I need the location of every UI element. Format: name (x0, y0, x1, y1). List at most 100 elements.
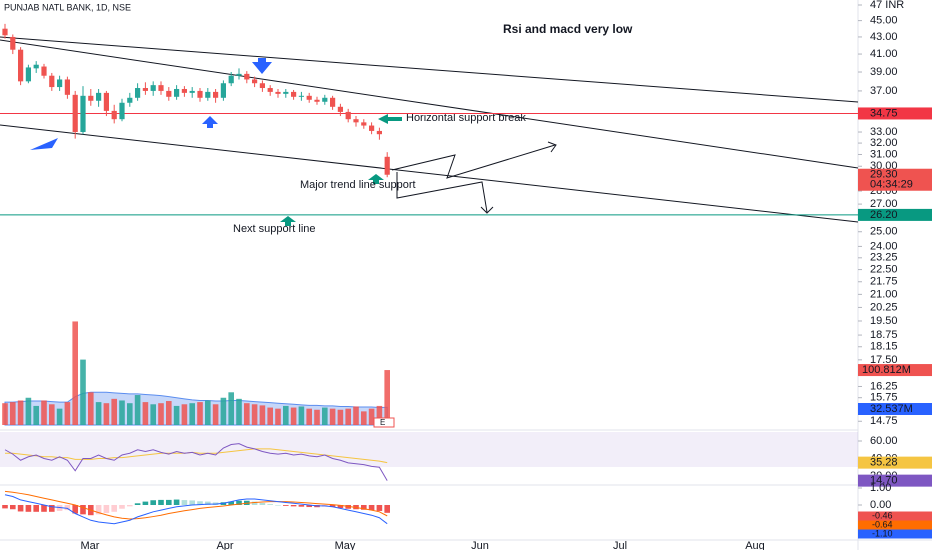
volume-bar (189, 403, 195, 425)
macd-hist-bar (25, 505, 32, 512)
candle-body (228, 75, 234, 84)
candle-body (174, 88, 180, 97)
macd-hist-bar (158, 499, 164, 505)
signal-line (4, 490, 388, 520)
rsi-label: 14.70 (870, 475, 898, 487)
macd-hist-bar (205, 501, 211, 505)
volume-bar (88, 392, 94, 425)
macd-tag (858, 511, 932, 521)
volume-ma-label: 32.537M (870, 403, 913, 415)
volume-bar (64, 402, 71, 425)
volume-bar (119, 400, 125, 425)
candle-body (57, 79, 63, 88)
volume-bar (267, 407, 273, 425)
rsi-ma-tag (858, 456, 932, 469)
annotation: Rsi and macd very low (503, 22, 633, 36)
x-tick-label: Jul (613, 540, 627, 550)
volume-bar (228, 392, 234, 425)
arrow-head (480, 206, 494, 214)
candle-body (314, 99, 320, 102)
trend-line (0, 39, 859, 169)
blue-arrow (30, 138, 58, 150)
annotation-arrows (280, 114, 402, 226)
volume-bar (368, 408, 375, 425)
macd-hist-bar (17, 505, 24, 512)
candle-body (361, 122, 367, 126)
candle-body (267, 88, 273, 92)
volume-bar (166, 401, 172, 425)
macd-hist-bar (345, 505, 351, 509)
volume-bar (298, 406, 305, 425)
projection-up (391, 144, 556, 179)
level-tag (858, 208, 932, 221)
green-arrow (378, 114, 402, 124)
x-tick-label: Aug (745, 540, 765, 550)
volume-bar (103, 403, 110, 425)
y-tick-label: 47 INR (870, 0, 904, 11)
macd-hist-bar (329, 505, 336, 508)
y-tick-label: 14.75 (870, 415, 898, 427)
macd-hist-bar (119, 505, 125, 509)
candle-body (142, 88, 148, 91)
volume-bar (150, 404, 156, 425)
macd-hist-bar (259, 502, 266, 505)
annotation: Major trend line support (300, 179, 416, 191)
macd-hist-bar (283, 505, 289, 506)
candle-body (127, 97, 133, 103)
macd-hist-bar (150, 500, 156, 505)
candle-body (10, 36, 16, 50)
candle-body (33, 64, 39, 69)
volume-bar (111, 398, 117, 425)
candle-body (205, 91, 211, 98)
macd-hist-bar (236, 500, 242, 505)
candle-body (236, 73, 242, 76)
candle-body (283, 91, 289, 94)
candle-body (135, 88, 141, 98)
macd-hist-bar (376, 505, 383, 511)
candle-body (25, 67, 31, 82)
volume-bar (337, 409, 344, 425)
candle-body (119, 102, 125, 120)
y-tick-label: 24.00 (870, 240, 898, 252)
countdown: 04:34:29 (870, 179, 913, 191)
volume-bar (10, 402, 16, 425)
candle-body (80, 95, 86, 133)
y-tick-label: 22.50 (870, 263, 898, 275)
candle-body (330, 97, 336, 107)
y-tick-label: 32.00 (870, 137, 898, 149)
macd-hist-bar (127, 505, 133, 507)
volume-bar (322, 407, 328, 425)
y-tick-label: 23.25 (870, 252, 898, 264)
macd-hist-bar (166, 499, 172, 505)
blue-arrow (252, 58, 272, 74)
macd-hist-bar (10, 505, 16, 510)
macd-hist-bar (64, 505, 71, 511)
y-tick-label: 41.00 (870, 48, 898, 60)
volume-bar (134, 395, 141, 425)
projection-down (396, 172, 488, 213)
macd-hist-bar (111, 505, 117, 512)
macd-hist-bar (197, 501, 203, 505)
candle-body (353, 119, 359, 123)
volume-bar (376, 405, 383, 425)
macd-hist-bar (80, 505, 86, 515)
candle-body (166, 90, 172, 97)
macd-hist-bar (2, 505, 8, 509)
volume-bar (205, 400, 211, 425)
blue-arrow (202, 116, 218, 128)
level-label: 34.75 (870, 107, 898, 119)
candle-body (96, 92, 102, 101)
macd-hist-bar (275, 505, 281, 506)
volume-bar (80, 359, 86, 425)
volume-bar (306, 408, 312, 425)
annotation: Horizontal support break (406, 112, 526, 124)
candle-body (111, 110, 117, 120)
macd-hist-bar (95, 505, 102, 515)
volume-bar (17, 400, 24, 425)
volume-tag (858, 364, 932, 377)
volume-bar (197, 402, 203, 425)
candle-body (88, 95, 94, 101)
macd-hist-bar (368, 505, 375, 511)
volume-bar (41, 400, 47, 425)
